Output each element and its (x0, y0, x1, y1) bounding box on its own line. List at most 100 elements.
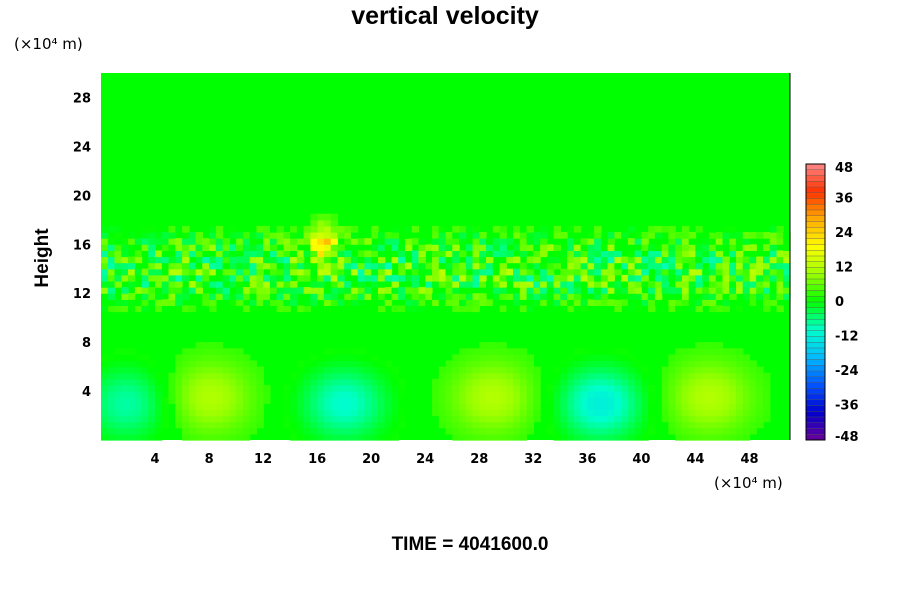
field-cell (587, 391, 595, 398)
field-cell (188, 262, 197, 270)
field-cell (560, 403, 568, 410)
field-cell (290, 433, 298, 441)
field-cell (236, 268, 244, 276)
field-cell (519, 354, 528, 362)
field-cell (371, 378, 379, 386)
field-cell (614, 384, 622, 392)
field-cell (128, 415, 136, 423)
field-cell (337, 433, 345, 441)
field-cell (722, 354, 730, 362)
field-cell (654, 293, 663, 300)
field-cell (364, 421, 372, 429)
field-cell (688, 268, 697, 276)
field-cell (513, 409, 521, 417)
field-cell (695, 250, 703, 258)
field-cell (688, 421, 697, 429)
field-cell (350, 384, 359, 392)
field-cell (472, 421, 480, 429)
field-cell (283, 305, 291, 313)
field-cell (418, 244, 426, 251)
field-cell (776, 250, 784, 258)
field-cell (708, 305, 717, 313)
field-cell (695, 287, 703, 294)
field-cell (553, 427, 561, 435)
field-cell (195, 238, 203, 245)
field-cell (695, 348, 703, 355)
field-cell (141, 232, 149, 239)
field-cell (695, 268, 703, 276)
field-cell (479, 366, 487, 374)
field-cell (256, 287, 264, 294)
field-cell (296, 391, 305, 398)
field-cell (756, 262, 764, 270)
field-cell (702, 354, 710, 362)
field-cell (141, 415, 149, 423)
field-cell (614, 293, 622, 300)
field-cell (668, 268, 676, 276)
field-cell (486, 360, 494, 368)
field-cell (107, 256, 116, 264)
field-cell (344, 268, 352, 276)
field-cell (715, 397, 724, 404)
field-cell (263, 244, 271, 251)
field-cell (128, 274, 136, 282)
field-cell (344, 281, 352, 288)
field-cell (695, 299, 703, 306)
field-cell (459, 281, 467, 288)
field-cell (729, 244, 737, 251)
field-cell (121, 250, 129, 258)
field-cell (526, 244, 534, 251)
field-cell (398, 421, 406, 429)
y-tick-label: 8 (82, 336, 91, 351)
field-cell (472, 256, 480, 264)
field-cell (540, 274, 548, 282)
field-cell (607, 427, 615, 435)
field-cell (344, 391, 352, 398)
field-cell (148, 378, 156, 386)
field-cell (350, 360, 359, 368)
field-cell (323, 274, 332, 282)
field-cell (729, 225, 737, 233)
field-cell (310, 299, 318, 306)
field-cell (607, 403, 615, 410)
field-cell (229, 299, 237, 306)
field-cell (715, 421, 724, 429)
field-cell (492, 354, 501, 362)
field-cell (168, 256, 176, 264)
field-cell (364, 409, 372, 417)
colorbar-swatch (806, 388, 825, 395)
field-cell (418, 262, 426, 270)
field-cell (290, 397, 298, 404)
field-cell (519, 250, 528, 258)
field-cell (506, 354, 514, 362)
field-cell (580, 360, 588, 368)
field-cell (256, 256, 264, 264)
field-cell (418, 250, 426, 258)
field-cell (452, 232, 460, 239)
field-cell (560, 287, 568, 294)
field-cell (614, 433, 622, 441)
field-cell (445, 391, 453, 398)
field-cell (648, 403, 656, 410)
field-cell (128, 372, 136, 380)
field-cell (769, 225, 778, 233)
field-cell (702, 299, 710, 306)
field-cell (378, 433, 386, 441)
colorbar-swatch (806, 267, 825, 274)
field-cell (222, 415, 230, 423)
field-cell (384, 403, 393, 410)
colorbar-swatch (806, 371, 825, 378)
field-cell (688, 293, 697, 300)
field-cell (600, 415, 609, 423)
field-cell (594, 299, 602, 306)
field-cell (533, 366, 541, 374)
field-cell (486, 250, 494, 258)
field-cell (465, 256, 474, 264)
field-cell (540, 225, 548, 233)
field-cell (344, 262, 352, 270)
field-cell (188, 287, 197, 294)
field-cell (242, 250, 251, 258)
field-cell (182, 354, 190, 362)
field-cell (540, 262, 548, 270)
field-cell (344, 250, 352, 258)
